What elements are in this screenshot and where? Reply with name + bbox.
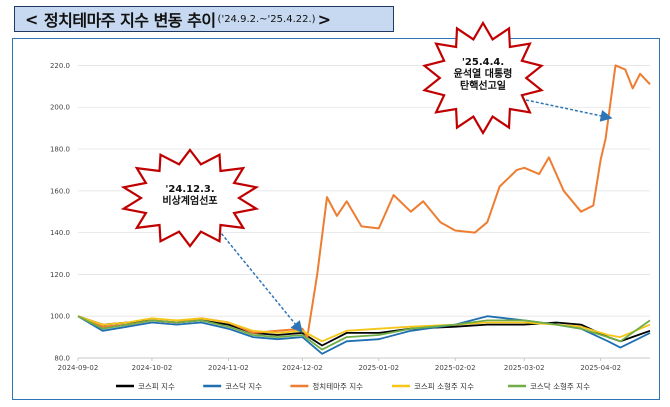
annotation-text: 비상계엄선포	[162, 194, 217, 207]
legend-entry: 정치테마주 지수	[312, 381, 363, 391]
chart-title-box: < 정치테마주 지수 변동 추이 ('24.9.2.~'25.4.22.) >	[14, 6, 394, 32]
y-tick-label: 180.0	[50, 146, 70, 154]
legend: 코스피 지수 코스닥 지수 정치테마주 지수 코스피 소형주 지수 코스닥 소형주 지수	[116, 381, 590, 391]
y-tick-label: 200.0	[50, 104, 70, 112]
x-tick-label: 2024-09-02	[58, 364, 99, 372]
annotation-text: 탄핵선고일	[460, 79, 506, 92]
annotation-arrow	[525, 99, 613, 122]
annotation-text: 윤석열 대통령	[454, 67, 513, 80]
legend-entry: 코스피 지수	[138, 382, 175, 391]
annotation-text: '25.4.4.	[462, 57, 504, 68]
annotation-starburst	[120, 148, 260, 248]
chart-period: ('24.9.2.~'25.4.22.)	[217, 13, 316, 25]
x-tick-label: 2025-02-02	[435, 364, 476, 372]
y-axis: 80.0 100.0 120.0 140.0 160.0 180.0 200.0 220.0	[50, 62, 70, 363]
title-open-bracket: <	[25, 9, 38, 29]
x-tick-label: 2024-10-02	[132, 364, 173, 372]
annotation-text: '24.12.3.	[165, 184, 214, 195]
annotation-starburst	[422, 20, 544, 136]
legend-entry: 코스닥 소형주 지수	[530, 381, 590, 391]
y-tick-label: 120.0	[50, 271, 70, 279]
annotation-arrow	[211, 221, 303, 334]
x-tick-label: 2024-11-02	[208, 364, 249, 372]
series-line	[77, 315, 651, 343]
y-tick-label: 100.0	[50, 313, 70, 321]
y-tick-label: 140.0	[50, 229, 70, 237]
series-line	[77, 315, 651, 351]
series-lines	[77, 64, 651, 355]
legend-entry: 코스피 소형주 지수	[414, 382, 474, 391]
x-tick-label: 2024-12-02	[282, 364, 323, 372]
x-tick-label: 2025-01-02	[358, 364, 399, 372]
x-tick-label: 2025-03-02	[504, 364, 545, 372]
x-tick-label: 2025-04-02	[580, 364, 621, 372]
chart-title: 정치테마주 지수 변동 추이	[43, 11, 216, 30]
legend-entry: 코스닥 지수	[225, 381, 262, 391]
y-tick-label: 160.0	[50, 187, 70, 195]
y-tick-label: 220.0	[50, 62, 70, 70]
y-tick-label: 80.0	[54, 355, 70, 363]
x-axis: 2024-09-02 2024-10-02 2024-11-02 2024-12-02…	[58, 357, 650, 372]
chart-panel	[12, 38, 660, 400]
title-close-bracket: >	[317, 9, 331, 29]
